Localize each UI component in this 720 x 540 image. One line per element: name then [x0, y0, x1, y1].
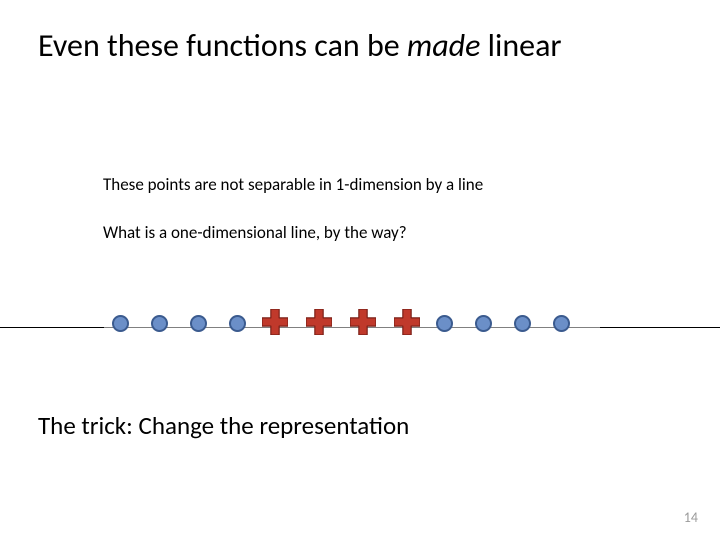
data-point-dot — [553, 315, 570, 332]
trick-text: The trick: Change the representation — [38, 410, 409, 441]
data-point-dot — [475, 315, 492, 332]
data-point-dot — [112, 315, 129, 332]
body-text-1: These points are not separable in 1-dime… — [103, 174, 483, 195]
title-italic: made — [407, 26, 481, 65]
slide: Even these functions can be made linear … — [0, 0, 720, 540]
slide-title: Even these functions can be made linear — [38, 26, 562, 65]
data-point-plus — [394, 309, 420, 335]
data-point-dot — [151, 315, 168, 332]
data-point-dot — [229, 315, 246, 332]
data-point-dot — [190, 315, 207, 332]
axis-segment — [600, 327, 720, 328]
page-number: 14 — [684, 509, 698, 526]
data-point-plus — [262, 309, 288, 335]
title-prefix: Even these functions can be — [38, 26, 407, 65]
data-point-dot — [514, 315, 531, 332]
data-point-plus — [350, 309, 376, 335]
body-text-2: What is a one-dimensional line, by the w… — [103, 222, 407, 243]
data-point-plus — [306, 309, 332, 335]
separability-diagram — [0, 300, 720, 360]
title-suffix: linear — [480, 26, 561, 65]
axis-segment — [0, 327, 104, 328]
data-point-dot — [436, 315, 453, 332]
